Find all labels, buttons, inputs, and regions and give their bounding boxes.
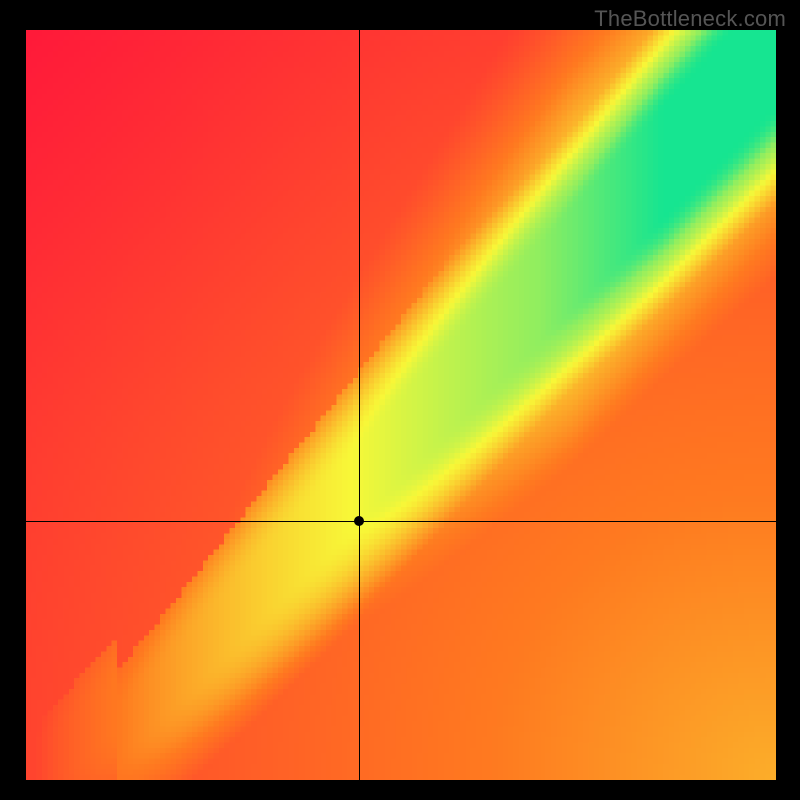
crosshair-vertical bbox=[359, 30, 360, 780]
crosshair-horizontal bbox=[26, 521, 776, 522]
watermark-text: TheBottleneck.com bbox=[594, 6, 786, 32]
heatmap-plot bbox=[26, 30, 776, 780]
crosshair-marker bbox=[354, 516, 364, 526]
chart-container: TheBottleneck.com bbox=[0, 0, 800, 800]
heatmap-canvas bbox=[26, 30, 776, 780]
